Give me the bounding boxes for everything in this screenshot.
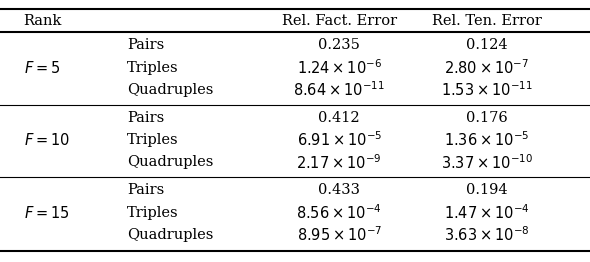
Text: Quadruples: Quadruples bbox=[127, 155, 213, 169]
Text: Triples: Triples bbox=[127, 133, 178, 147]
Text: $1.36 \times 10^{-5}$: $1.36 \times 10^{-5}$ bbox=[444, 131, 529, 149]
Text: $F=5$: $F=5$ bbox=[24, 59, 60, 75]
Text: Triples: Triples bbox=[127, 61, 178, 74]
Text: $2.80 \times 10^{-7}$: $2.80 \times 10^{-7}$ bbox=[444, 58, 529, 77]
Text: 0.412: 0.412 bbox=[319, 111, 360, 125]
Text: $3.37 \times 10^{-10}$: $3.37 \times 10^{-10}$ bbox=[441, 153, 533, 172]
Text: $3.63 \times 10^{-8}$: $3.63 \times 10^{-8}$ bbox=[444, 225, 530, 244]
Text: Pairs: Pairs bbox=[127, 38, 164, 52]
Text: 0.176: 0.176 bbox=[466, 111, 507, 125]
Text: $1.47 \times 10^{-4}$: $1.47 \times 10^{-4}$ bbox=[444, 203, 530, 222]
Text: $1.24 \times 10^{-6}$: $1.24 \times 10^{-6}$ bbox=[297, 58, 382, 77]
Text: Rel. Fact. Error: Rel. Fact. Error bbox=[281, 14, 397, 28]
Text: Pairs: Pairs bbox=[127, 111, 164, 125]
Text: $1.53 \times 10^{-11}$: $1.53 \times 10^{-11}$ bbox=[441, 80, 533, 99]
Text: $2.17 \times 10^{-9}$: $2.17 \times 10^{-9}$ bbox=[296, 153, 382, 172]
Text: 0.194: 0.194 bbox=[466, 183, 507, 198]
Text: 0.235: 0.235 bbox=[319, 38, 360, 52]
Text: Quadruples: Quadruples bbox=[127, 83, 213, 97]
Text: $6.91 \times 10^{-5}$: $6.91 \times 10^{-5}$ bbox=[297, 131, 382, 149]
Text: $8.95 \times 10^{-7}$: $8.95 \times 10^{-7}$ bbox=[297, 225, 382, 244]
Text: Triples: Triples bbox=[127, 206, 178, 220]
Text: Rank: Rank bbox=[24, 14, 62, 28]
Text: 0.433: 0.433 bbox=[318, 183, 360, 198]
Text: $8.56 \times 10^{-4}$: $8.56 \times 10^{-4}$ bbox=[296, 203, 382, 222]
Text: Quadruples: Quadruples bbox=[127, 228, 213, 242]
Text: $8.64 \times 10^{-11}$: $8.64 \times 10^{-11}$ bbox=[293, 80, 385, 99]
Text: 0.124: 0.124 bbox=[466, 38, 507, 52]
Text: $F=15$: $F=15$ bbox=[24, 205, 69, 221]
Text: Rel. Ten. Error: Rel. Ten. Error bbox=[432, 14, 542, 28]
Text: Pairs: Pairs bbox=[127, 183, 164, 198]
Text: $F=10$: $F=10$ bbox=[24, 132, 70, 148]
